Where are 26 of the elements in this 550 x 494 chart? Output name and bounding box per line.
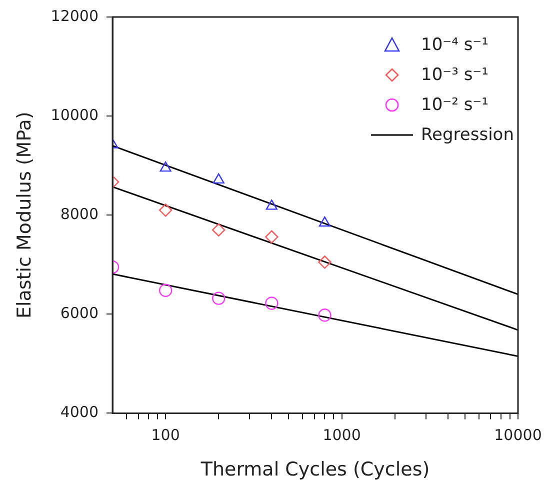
legend-label: Regression [421, 125, 514, 145]
point [212, 292, 226, 305]
y-tick-label: 12000 [50, 6, 99, 25]
x-axis-title: Thermal Cycles (Cycles) [200, 458, 430, 481]
point [265, 230, 278, 244]
legend-label: 10⁻² s⁻¹ [421, 95, 488, 115]
point [265, 296, 278, 310]
point [266, 200, 278, 210]
point [318, 216, 330, 227]
x-tick-label: 10000 [494, 426, 542, 444]
x-tick-label: 1000 [322, 426, 361, 444]
point [318, 256, 332, 269]
y-tick-label: 6000 [60, 304, 99, 322]
legend-label: 10⁻⁴ s⁻¹ [421, 35, 488, 55]
y-tick-label: 10000 [50, 106, 99, 124]
y-axis-title: Elastic Modulus (MPa) [13, 112, 36, 319]
x-tick-label: 100 [151, 426, 180, 444]
point [318, 308, 332, 322]
y-tick-label: 8000 [60, 204, 99, 223]
point [158, 284, 172, 297]
point [158, 204, 172, 217]
point [212, 223, 226, 237]
y-tick-label: 4000 [60, 403, 99, 422]
legend-label: 10⁻³ s⁻¹ [421, 65, 488, 85]
point [212, 173, 224, 184]
point [160, 161, 172, 172]
